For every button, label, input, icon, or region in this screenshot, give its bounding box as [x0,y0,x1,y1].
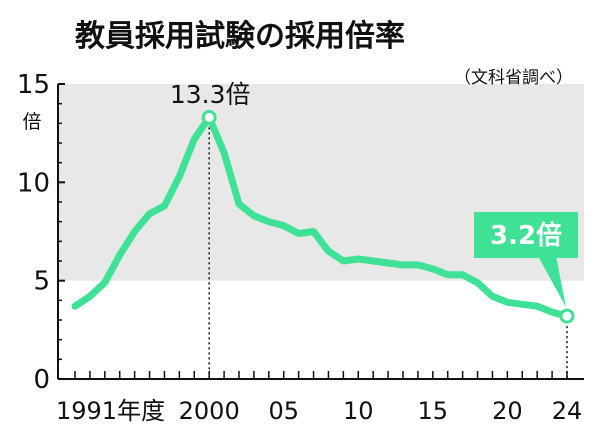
y-unit-label: 倍 [22,111,41,133]
annotations: 13.3倍 3.2倍 [170,80,578,324]
chart-title: 教員採用試験の採用倍率 [75,19,405,54]
end-callout-box [474,212,578,258]
x-tick-label: 24 [552,397,583,425]
peak-marker [201,109,217,125]
end-marker [559,308,575,324]
guide-lines [208,117,568,379]
y-tick-label: 10 [17,168,50,198]
end-callout-pointer [538,256,566,308]
series-line [71,113,571,320]
x-tick-label: 05 [268,397,299,425]
source-note: （文科省調べ） [454,68,573,88]
x-tick-label: 15 [418,397,449,425]
x-tick-label: 1991年度 [56,397,165,425]
series [71,113,571,320]
x-tick-label: 2000 [179,397,240,425]
axes [57,83,584,380]
end-label: 3.2倍 [490,220,562,251]
y-tick-label: 0 [33,365,50,395]
x-tick-label: 10 [343,397,374,425]
y-tick-label: 15 [17,70,50,100]
grid-band [58,84,584,183]
x-tick-label: 20 [492,397,523,425]
peak-label: 13.3倍 [170,80,251,109]
y-tick-label: 5 [33,267,50,297]
